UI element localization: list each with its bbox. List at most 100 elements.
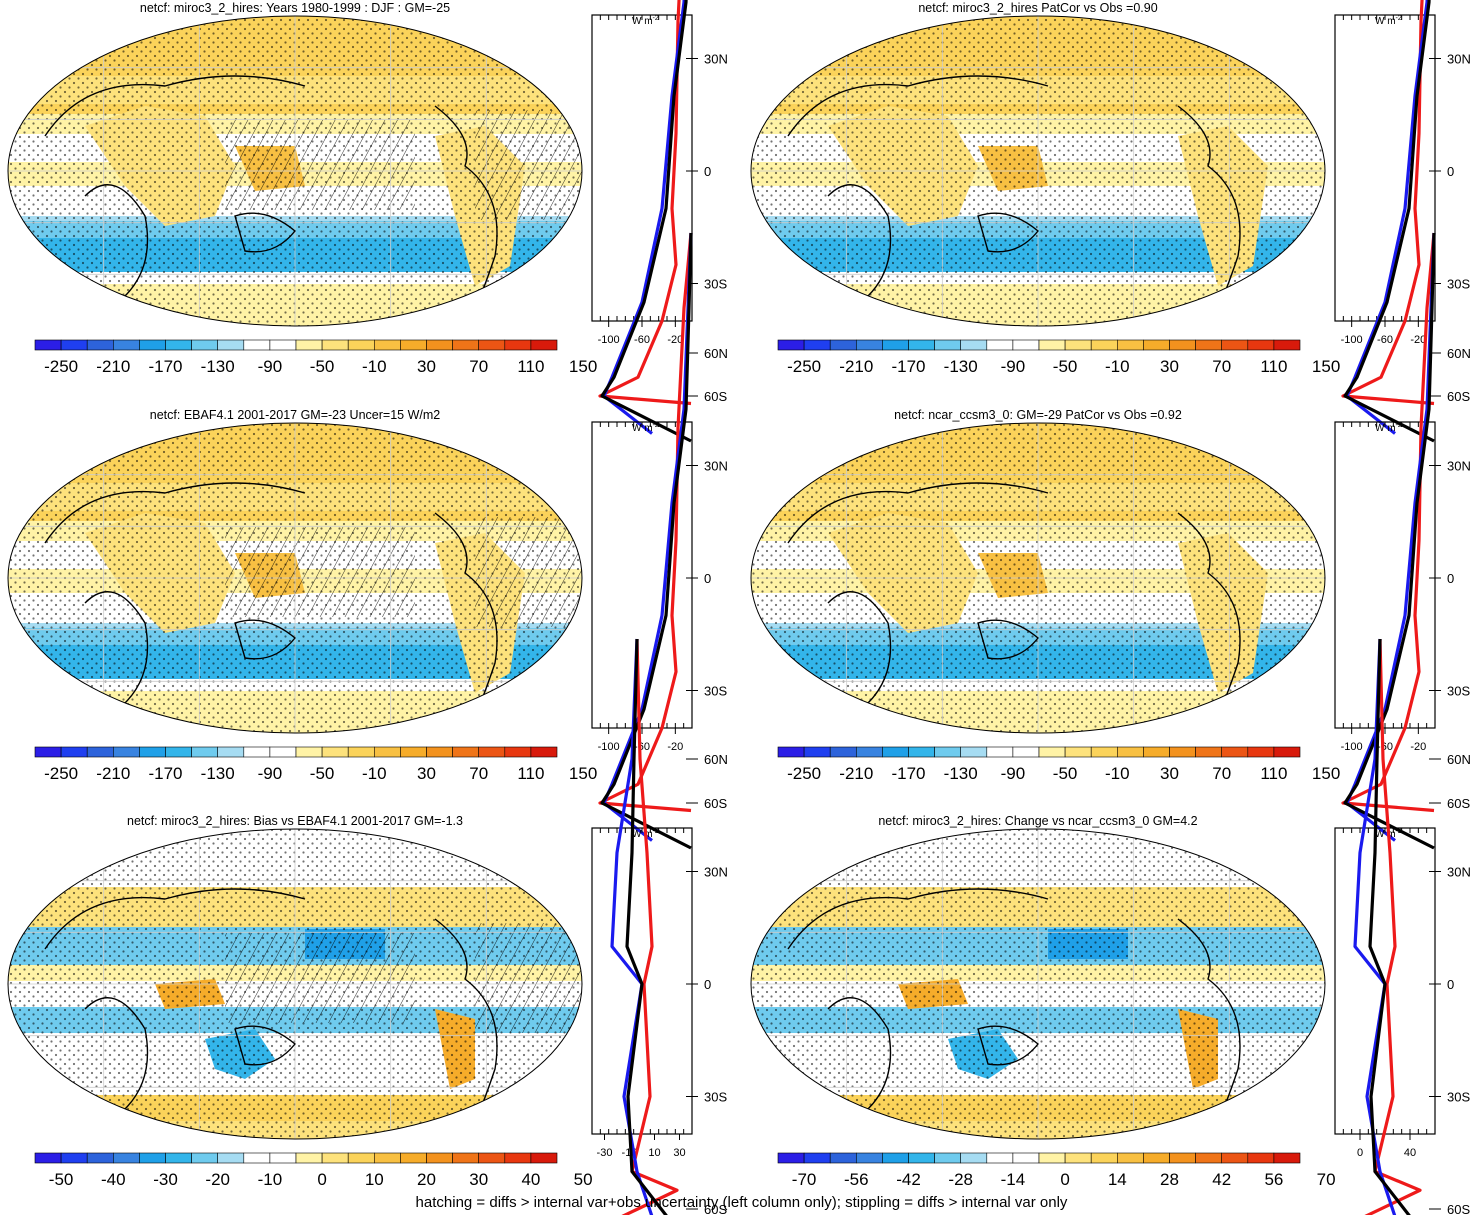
zonal-mean-curve [600, 0, 692, 443]
colorbar-swatch [1064, 339, 1092, 351]
colorbar-swatch [1143, 339, 1170, 351]
colorbar-tick-label: -170 [891, 357, 925, 376]
colorbar-swatch [777, 746, 805, 758]
colorbar-swatch [400, 746, 427, 758]
profile-x-tick-label: -100 [598, 741, 620, 753]
colorbar-swatch [1221, 339, 1249, 351]
latitude-tick-label: 30N [1447, 459, 1471, 474]
colorbar-swatch [1273, 746, 1301, 758]
latitude-tick-label: 60N [1447, 752, 1471, 767]
colorbar-swatch [1090, 1152, 1118, 1164]
latitude-tick-label: 60S [1447, 1202, 1470, 1215]
colorbar-swatch [960, 1152, 988, 1164]
colorbar-swatch [113, 1152, 140, 1164]
colorbar-swatch [113, 746, 140, 758]
colorbar-tick-label: -210 [96, 357, 130, 376]
colorbar-swatch [86, 1152, 114, 1164]
colorbar-swatch [1012, 339, 1040, 351]
panel-4: netcf: ncar_ccsm3_0: GM=-29 PatCor vs Ob… [750, 232, 1471, 850]
profile-x-tick-label: -100 [598, 334, 620, 346]
profile-x-tick-label: -100 [1341, 741, 1363, 753]
colorbar-swatch [855, 339, 883, 351]
colorbar-swatch [882, 746, 909, 758]
colorbar-swatch [986, 1152, 1014, 1164]
colorbar-swatch [1064, 746, 1092, 758]
colorbar-tick-label: 70 [1212, 357, 1231, 376]
colorbar-swatch [1247, 1152, 1275, 1164]
colorbar-swatch [1038, 339, 1066, 351]
colorbar-tick-label: -30 [153, 1170, 178, 1189]
latitude-tick-label: 60N [704, 346, 728, 361]
colorbar-tick-label: 70 [469, 357, 488, 376]
colorbar-tick-label: 42 [1212, 1170, 1231, 1189]
figure-footnote: hatching = diffs > internal var+obs unce… [415, 1194, 1068, 1211]
colorbar-swatch [217, 746, 245, 758]
zonal-mean-curve [621, 638, 679, 1215]
profile-x-tick-label: 30 [673, 1147, 685, 1159]
colorbar-swatch [139, 1152, 166, 1164]
colorbar-swatch [803, 339, 831, 351]
colorbar-tick-label: -50 [1053, 357, 1078, 376]
latitude-tick-label: 30N [1447, 52, 1471, 67]
colorbar-tick-label: -10 [1105, 357, 1130, 376]
colorbar-tick-label: -130 [201, 764, 235, 783]
colorbar-swatch [1012, 1152, 1040, 1164]
colorbar-tick-label: -50 [1053, 764, 1078, 783]
colorbar-swatch [165, 1152, 192, 1164]
profile-units-label: W m-2 [1375, 422, 1402, 434]
colorbar-tick-label: 30 [1160, 764, 1179, 783]
panel-5: netcf: miroc3_2_hires: Bias vs EBAF4.1 2… [7, 638, 728, 1215]
profile-x-tick-label: -100 [1341, 334, 1363, 346]
map-outline [750, 828, 1326, 1140]
colorbar-swatch [426, 746, 453, 758]
profile-x-tick-label: 10 [648, 1147, 660, 1159]
colorbar-swatch [243, 746, 271, 758]
map-field [8, 829, 582, 1139]
latitude-tick-label: 30N [704, 459, 728, 474]
panel-title: netcf: miroc3_2_hires: Bias vs EBAF4.1 2… [127, 814, 463, 828]
colorbar-swatch [934, 746, 961, 758]
panel-3: netcf: EBAF4.1 2001-2017 GM=-23 Uncer=15… [7, 232, 728, 850]
panel-2: netcf: miroc3_2_hires PatCor vs Obs =0.9… [750, 0, 1471, 443]
colorbar-swatch [60, 746, 88, 758]
colorbar-swatch [191, 339, 219, 351]
colorbar-swatch [321, 746, 349, 758]
colorbar-tick-label: -250 [787, 764, 821, 783]
latitude-tick-label: 60S [704, 796, 727, 811]
colorbar-swatch [882, 1152, 909, 1164]
colorbar-swatch [321, 339, 349, 351]
zonal-mean-curve [598, 232, 693, 813]
colorbar-swatch [426, 1152, 453, 1164]
panel-1: netcf: miroc3_2_hires: Years 1980-1999 :… [7, 0, 728, 443]
profile-x-tick-label: -20 [667, 334, 683, 346]
colorbar-tick-label: -10 [362, 764, 387, 783]
zonal-mean-curve [600, 232, 693, 850]
colorbar-swatch [243, 1152, 271, 1164]
colorbar-tick-label: -210 [839, 764, 873, 783]
colorbar-swatch [217, 1152, 245, 1164]
latitude-tick-label: 60S [1447, 389, 1470, 404]
colorbar-swatch [960, 746, 988, 758]
profile-units-label: W m-2 [632, 422, 659, 434]
colorbar-swatch [960, 339, 988, 351]
latitude-tick-label: 30S [1447, 1090, 1470, 1105]
colorbar-tick-label: -130 [944, 357, 978, 376]
colorbar-tick-label: 110 [1260, 357, 1287, 376]
colorbar-swatch [934, 339, 961, 351]
colorbar-swatch [139, 339, 166, 351]
colorbar-tick-label: -14 [1001, 1170, 1026, 1189]
profile-x-tick-label: -20 [667, 741, 683, 753]
colorbar-tick-label: 50 [574, 1170, 593, 1189]
colorbar-swatch [1169, 339, 1196, 351]
colorbar-tick-label: -250 [44, 357, 78, 376]
latitude-tick-label: 60N [704, 752, 728, 767]
colorbar-tick-label: 40 [521, 1170, 540, 1189]
colorbar-tick-label: -170 [891, 764, 925, 783]
colorbar-swatch [1143, 746, 1170, 758]
colorbar-swatch [452, 746, 480, 758]
colorbar-tick-label: -40 [101, 1170, 126, 1189]
colorbar-swatch [829, 339, 857, 351]
colorbar-swatch [1273, 339, 1301, 351]
colorbar-tick-label: -170 [148, 357, 182, 376]
colorbar-swatch [400, 339, 427, 351]
